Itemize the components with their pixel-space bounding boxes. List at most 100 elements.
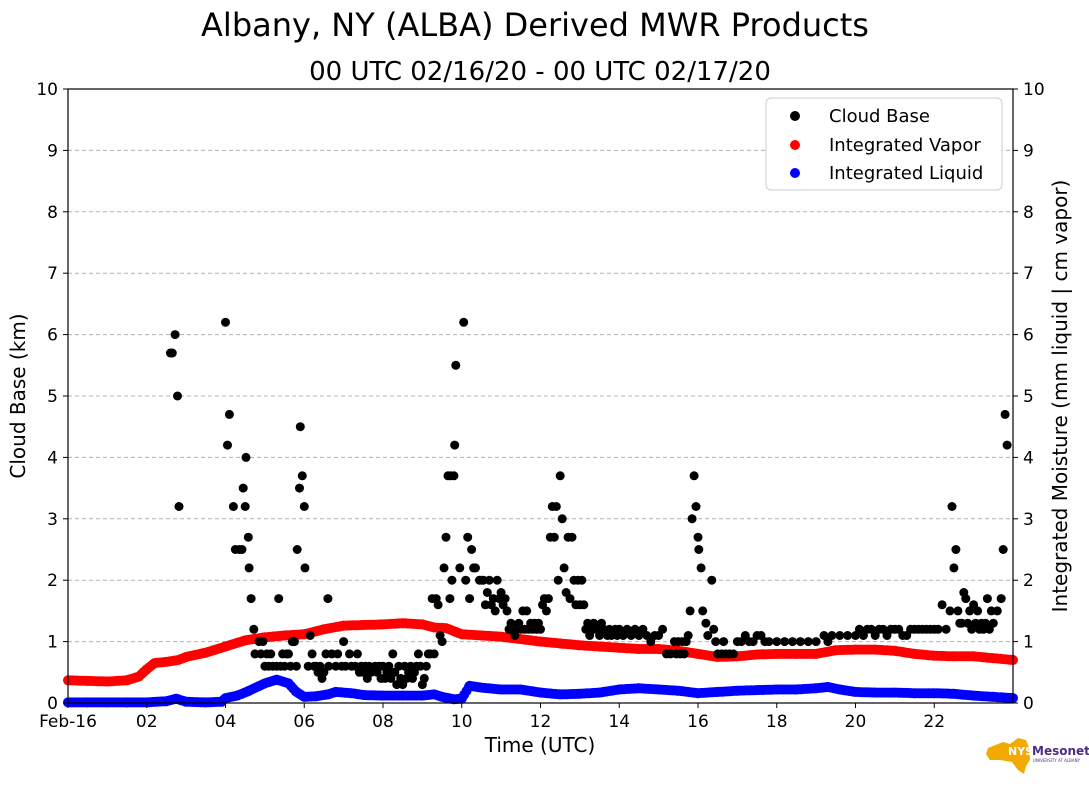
cloud-base-point [949, 563, 959, 573]
cloud-base-point [305, 631, 315, 640]
cloud-base-point [388, 649, 398, 659]
cloud-base-point [295, 483, 304, 493]
cloud-base-point [577, 575, 587, 585]
cloud-base-point [541, 606, 551, 616]
cloud-base-point [701, 618, 711, 628]
y-tick-label-right: 8 [1023, 203, 1034, 223]
y-axis-left-label: Cloud Base (km) [6, 313, 30, 478]
cloud-base-point [685, 606, 695, 616]
cloud-base-point [471, 563, 480, 573]
legend-vapor-marker [790, 140, 800, 150]
cloud-base-point [691, 502, 701, 511]
cloud-base-point [536, 624, 545, 634]
cloud-base-point [461, 575, 471, 585]
cloud-base-point [988, 618, 998, 628]
y-tick-label: 9 [47, 141, 58, 161]
cloud-base-point [992, 606, 1002, 616]
cloud-base-point [246, 594, 256, 604]
cloud-base-point [451, 360, 461, 370]
cloud-base-point [274, 594, 284, 604]
y-tick-label-right: 4 [1023, 448, 1034, 468]
cloud-base-point [973, 606, 983, 616]
cloud-base-point [565, 594, 575, 604]
cloud-base-point [437, 637, 447, 647]
cloud-base-point [433, 600, 443, 610]
x-tick-label: 20 [845, 712, 867, 732]
cloud-base-point [953, 606, 963, 616]
cloud-base-point [484, 575, 494, 585]
y-tick-label-right: 10 [1023, 80, 1045, 100]
y-axis-right-ticks: 0 1 2 3 4 5 6 7 8 9 10 [1013, 80, 1045, 714]
chart-subtitle: 00 UTC 02/16/20 - 00 UTC 02/17/20 [309, 57, 771, 87]
cloud-base-point [679, 649, 689, 659]
cloud-base-point [228, 502, 238, 511]
y-tick-label: 8 [47, 203, 58, 223]
legend-liquid-label: Integrated Liquid [829, 163, 983, 184]
cloud-base-point [549, 532, 559, 542]
cloud-base-point [465, 594, 475, 604]
y-tick-label: 4 [47, 448, 58, 468]
cloud-base-point [299, 502, 309, 511]
cloud-base-point [502, 606, 512, 616]
cloud-base-point [450, 440, 460, 450]
cloud-base-point [244, 563, 254, 573]
cloud-base-point [295, 422, 305, 432]
cloud-base-point [711, 637, 721, 647]
cloud-base-point [345, 649, 354, 659]
cloud-base-point [241, 452, 251, 462]
cloud-base-point [698, 606, 708, 616]
legend-vapor-label: Integrated Vapor [829, 135, 981, 156]
cloud-base-point [843, 631, 853, 640]
cloud-base-point [693, 532, 703, 542]
cloud-base-point [266, 649, 276, 659]
cloud-base-point [482, 588, 492, 597]
cloud-base-point [384, 661, 394, 671]
logo-subtext: UNIVERSITY AT ALBANY [1033, 758, 1081, 763]
x-tick-label: 02 [136, 712, 158, 732]
y-tick-label: 1 [47, 633, 58, 653]
logo-text: Mesonet [1032, 744, 1089, 758]
cloud-base-point [449, 471, 459, 481]
cloud-base-point [324, 661, 334, 671]
cloud-base-point [998, 545, 1008, 554]
y-tick-label-right: 3 [1023, 510, 1034, 530]
x-tick-label: 12 [530, 712, 552, 732]
cloud-base-point [982, 594, 992, 604]
cloud-base-point [827, 631, 837, 640]
chart-title: Albany, NY (ALBA) Derived MWR Products [201, 6, 869, 44]
cloud-base-point [447, 575, 457, 585]
y-tick-label: 5 [47, 387, 58, 407]
legend-cloud-base-marker [790, 111, 800, 121]
cloud-base-point [289, 637, 299, 647]
cloud-base-point [551, 502, 561, 511]
cloud-base-point [170, 330, 180, 340]
y-tick-label: 7 [47, 264, 58, 284]
cloud-base-point [764, 637, 774, 647]
cloud-base-point [445, 594, 455, 604]
cloud-base-point [1000, 409, 1010, 419]
y-axis-left-ticks: 0 1 2 3 4 5 6 7 8 9 10 [36, 80, 68, 714]
cloud-base-point [459, 317, 469, 327]
cloud-base-point [1002, 440, 1012, 450]
cloud-base-point [467, 545, 477, 554]
legend-box [765, 97, 1003, 191]
cloud-base-point [307, 649, 317, 659]
x-axis-ticks: Feb-16 02 04 06 08 10 12 14 16 18 20 22 [39, 703, 945, 732]
cloud-base-point [333, 649, 343, 659]
cloud-base-point [167, 348, 177, 358]
vapor-series [63, 618, 1018, 687]
y-tick-label-right: 1 [1023, 633, 1034, 653]
cloud-base-point [996, 594, 1006, 604]
legend-cloud-base-label: Cloud Base [829, 106, 930, 127]
cloud-base-point [249, 624, 259, 634]
cloud-base-point [780, 637, 790, 647]
cloud-base-point [174, 502, 184, 511]
cloud-base-point [557, 514, 567, 524]
cloud-base-point [439, 563, 449, 573]
cloud-base-point [567, 532, 577, 542]
cloud-base-point [500, 594, 510, 604]
cloud-base-point [490, 606, 500, 616]
x-tick-label: 04 [215, 712, 237, 732]
y-tick-label: 10 [36, 80, 58, 100]
